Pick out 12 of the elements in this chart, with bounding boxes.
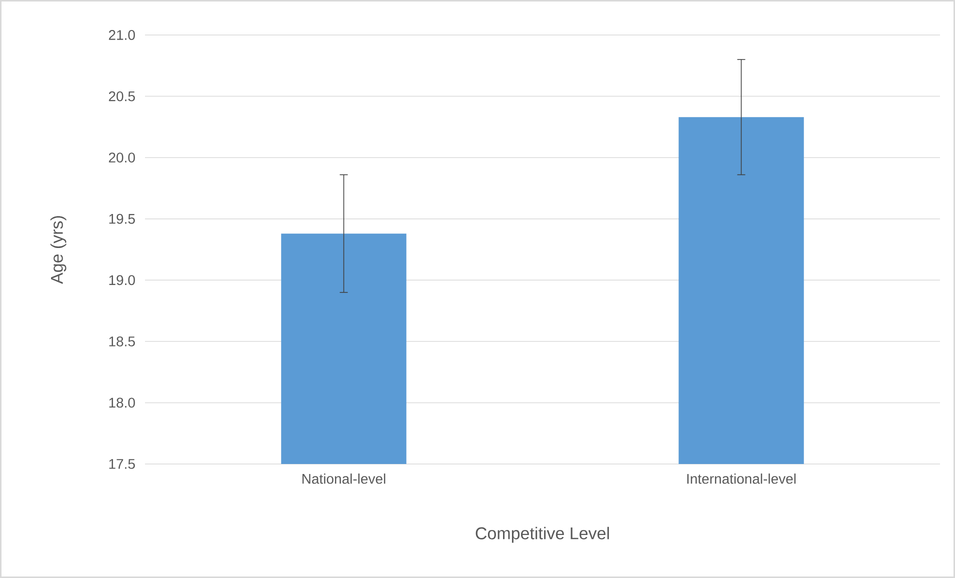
y-tick-label: 17.5 [109,459,135,469]
y-tick-label: 19.5 [109,214,135,224]
y-tick-label: 21.0 [108,30,135,40]
x-tick-label: National-level [302,474,386,484]
y-axis-title: Age (yrs) [50,216,66,284]
x-tick-label: International-level [687,474,796,484]
y-tick-label: 19.0 [109,275,135,286]
y-tick-label: 20.0 [108,152,135,163]
y-tick-label: 20.5 [108,91,135,102]
x-axis-title: Competitive Level [476,526,609,543]
y-tick-label: 18.0 [109,398,135,408]
y-tick-label: 18.5 [109,336,135,346]
